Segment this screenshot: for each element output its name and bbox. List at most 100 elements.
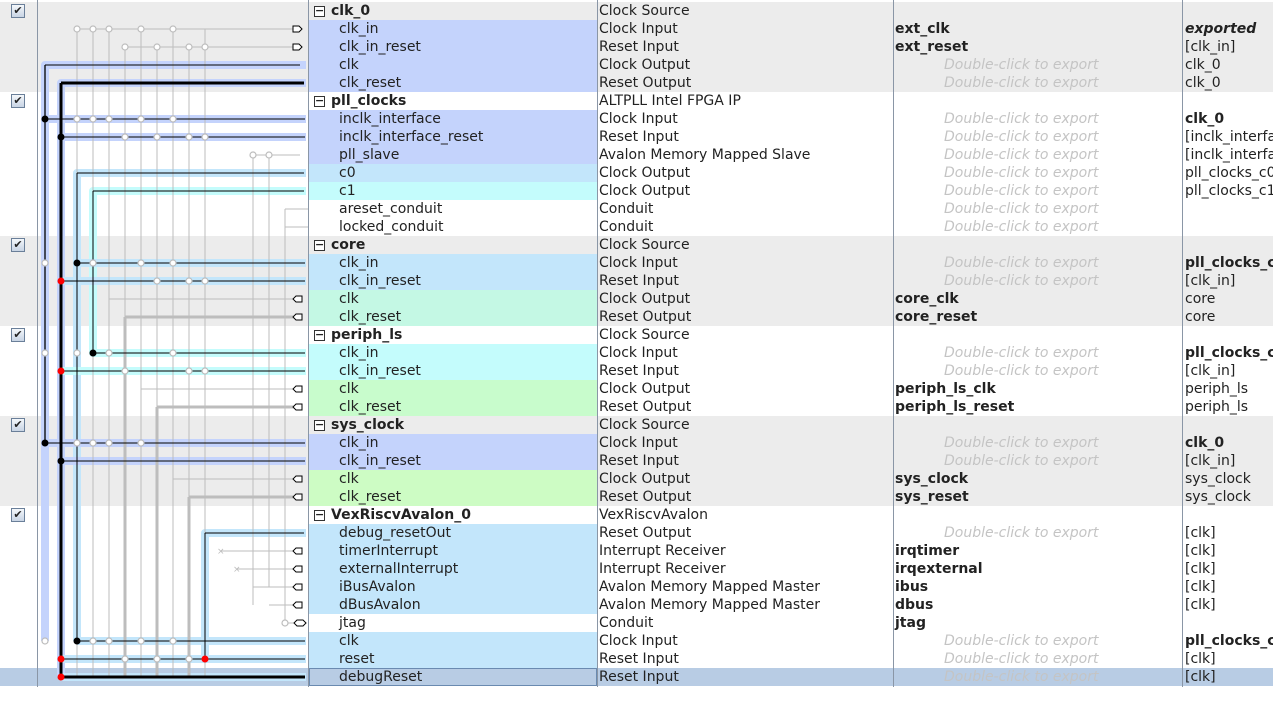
export-cell[interactable]: Double-click to export xyxy=(944,453,1099,469)
export-cell[interactable]: Double-click to export xyxy=(944,633,1099,649)
name-cell[interactable]: timerInterrupt xyxy=(309,542,597,560)
use-checkbox[interactable]: ✔ xyxy=(11,508,25,522)
export-cell[interactable]: sys_reset xyxy=(895,489,969,505)
export-cell[interactable]: Double-click to export xyxy=(944,183,1099,199)
clock-cell[interactable] xyxy=(1183,506,1273,524)
export-cell[interactable]: Double-click to export xyxy=(944,255,1099,271)
clock-cell[interactable] xyxy=(1183,200,1273,218)
export-cell[interactable]: periph_ls_clk xyxy=(895,381,996,397)
export-cell[interactable] xyxy=(894,236,1182,254)
interface-row[interactable]: clk_in Clock Input Double-click to export p… xyxy=(0,344,1273,362)
clock-cell[interactable] xyxy=(1183,326,1273,344)
export-cell[interactable]: irqexternal xyxy=(895,561,983,577)
export-cell[interactable]: dbus xyxy=(895,597,934,613)
export-cell[interactable]: ext_reset xyxy=(895,39,969,55)
export-cell[interactable]: Double-click to export xyxy=(944,129,1099,145)
name-cell[interactable]: clk_in xyxy=(309,434,597,452)
name-cell[interactable]: clk_in xyxy=(309,20,597,38)
name-cell[interactable]: − VexRiscvAvalon_0 xyxy=(309,506,597,524)
interface-row[interactable]: inclk_interface Clock Input Double-click t… xyxy=(0,110,1273,128)
name-cell[interactable]: − clk_0 xyxy=(309,2,597,20)
interface-row[interactable]: clk_in Clock Input Double-click to export p… xyxy=(0,254,1273,272)
export-cell[interactable]: Double-click to export xyxy=(944,75,1099,91)
component-row[interactable]: ✔ − VexRiscvAvalon_0 VexRiscvAvalon xyxy=(0,506,1273,524)
export-cell[interactable]: Double-click to export xyxy=(944,435,1099,451)
name-cell[interactable]: clk_in_reset xyxy=(309,362,597,380)
clock-cell[interactable]: [clk_in] xyxy=(1185,273,1236,289)
export-cell[interactable]: Double-click to export xyxy=(944,201,1099,217)
name-cell[interactable]: − pll_clocks xyxy=(309,92,597,110)
export-cell[interactable]: Double-click to export xyxy=(944,111,1099,127)
name-cell[interactable]: clk_in xyxy=(309,254,597,272)
clock-cell[interactable]: clk_0 xyxy=(1185,75,1221,91)
export-cell[interactable]: Double-click to export xyxy=(944,525,1099,541)
clock-cell[interactable]: [clk_in] xyxy=(1185,453,1236,469)
export-cell[interactable]: sys_clock xyxy=(895,471,969,487)
interface-row[interactable]: clk_in Clock Input Double-click to export c… xyxy=(0,434,1273,452)
clock-cell[interactable]: core xyxy=(1185,309,1216,325)
clock-cell[interactable]: periph_ls xyxy=(1185,381,1249,397)
interface-row[interactable]: clk_reset Reset Output periph_ls_reset peri… xyxy=(0,398,1273,416)
name-cell[interactable]: jtag xyxy=(309,614,597,632)
clock-cell[interactable]: periph_ls xyxy=(1185,399,1249,415)
clock-cell[interactable]: clk_0 xyxy=(1185,435,1225,451)
interface-row[interactable]: reset Reset Input Double-click to export [c… xyxy=(0,650,1273,668)
interface-row[interactable]: clk_in_reset Reset Input Double-click to e… xyxy=(0,452,1273,470)
export-cell[interactable]: jtag xyxy=(895,615,926,631)
connections-panel[interactable]: ×× xyxy=(0,0,309,705)
name-cell[interactable]: clk xyxy=(309,470,597,488)
export-cell[interactable]: Double-click to export xyxy=(944,363,1099,379)
name-cell[interactable]: clk_in_reset xyxy=(309,272,597,290)
interface-row[interactable]: clk Clock Output periph_ls_clk periph_ls xyxy=(0,380,1273,398)
interface-row[interactable]: clk Clock Output core_clk core xyxy=(0,290,1273,308)
name-cell[interactable]: − periph_ls xyxy=(309,326,597,344)
export-cell[interactable]: Double-click to export xyxy=(944,147,1099,163)
clock-cell[interactable] xyxy=(1183,2,1273,20)
interface-row[interactable]: externalInterrupt Interrupt Receiver irqex… xyxy=(0,560,1273,578)
clock-cell[interactable]: exported xyxy=(1185,21,1257,37)
clock-cell[interactable]: [clk] xyxy=(1185,651,1216,667)
collapse-toggle-icon[interactable]: − xyxy=(314,328,325,341)
export-cell[interactable]: Double-click to export xyxy=(944,165,1099,181)
interface-row[interactable]: pll_slave Avalon Memory Mapped Slave Doubl… xyxy=(0,146,1273,164)
export-cell[interactable] xyxy=(894,92,1182,110)
clock-cell[interactable]: pll_clocks_c0 xyxy=(1185,633,1273,649)
export-cell[interactable]: Double-click to export xyxy=(944,273,1099,289)
interface-row[interactable]: clk_in_reset Reset Input Double-click to e… xyxy=(0,362,1273,380)
collapse-toggle-icon[interactable]: − xyxy=(314,4,325,17)
clock-cell[interactable]: pll_clocks_c0 xyxy=(1185,165,1273,181)
clock-cell[interactable]: clk_0 xyxy=(1185,111,1225,127)
collapse-toggle-icon[interactable]: − xyxy=(314,418,325,431)
clock-cell[interactable]: [clk] xyxy=(1185,669,1216,685)
use-checkbox[interactable]: ✔ xyxy=(11,328,25,342)
name-cell[interactable]: pll_slave xyxy=(309,146,597,164)
interface-row[interactable]: clk Clock Output Double-click to export clk… xyxy=(0,56,1273,74)
export-cell[interactable]: periph_ls_reset xyxy=(895,399,1015,415)
interface-row[interactable]: timerInterrupt Interrupt Receiver irqtimer… xyxy=(0,542,1273,560)
clock-cell[interactable] xyxy=(1183,236,1273,254)
name-cell[interactable]: clk_reset xyxy=(309,488,597,506)
name-cell[interactable]: externalInterrupt xyxy=(309,560,597,578)
export-cell[interactable]: Double-click to export xyxy=(944,651,1099,667)
name-cell[interactable]: c0 xyxy=(309,164,597,182)
component-row[interactable]: ✔ − sys_clock Clock Source xyxy=(0,416,1273,434)
clock-cell[interactable] xyxy=(1183,416,1273,434)
name-cell[interactable]: dBusAvalon xyxy=(309,596,597,614)
name-cell[interactable]: locked_conduit xyxy=(309,218,597,236)
clock-cell[interactable]: sys_clock xyxy=(1185,471,1251,487)
name-cell[interactable]: − sys_clock xyxy=(309,416,597,434)
use-checkbox[interactable]: ✔ xyxy=(11,238,25,252)
name-cell[interactable]: c1 xyxy=(309,182,597,200)
name-cell[interactable]: areset_conduit xyxy=(309,200,597,218)
collapse-toggle-icon[interactable]: − xyxy=(314,94,325,107)
interface-row[interactable]: jtag Conduit jtag xyxy=(0,614,1273,632)
name-cell[interactable]: clk_reset xyxy=(309,308,597,326)
interface-row[interactable]: clk_reset Reset Output sys_reset sys_clock xyxy=(0,488,1273,506)
clock-cell[interactable] xyxy=(1183,92,1273,110)
export-cell[interactable] xyxy=(894,326,1182,344)
interface-row[interactable]: c1 Clock Output Double-click to export pll_… xyxy=(0,182,1273,200)
interface-row[interactable]: c0 Clock Output Double-click to export pll_… xyxy=(0,164,1273,182)
export-cell[interactable]: irqtimer xyxy=(895,543,960,559)
clock-cell[interactable]: [clk_in] xyxy=(1185,363,1236,379)
component-row[interactable]: ✔ − periph_ls Clock Source xyxy=(0,326,1273,344)
